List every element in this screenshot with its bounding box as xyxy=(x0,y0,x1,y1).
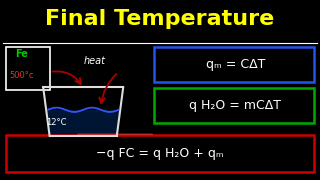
Text: 500°c: 500°c xyxy=(10,71,34,80)
Bar xyxy=(77,134,152,140)
Text: 12°C: 12°C xyxy=(46,118,66,127)
Bar xyxy=(154,47,314,82)
Text: q H₂O = mCΔT: q H₂O = mCΔT xyxy=(189,99,281,112)
Text: heat: heat xyxy=(84,56,105,66)
Text: Final Temperature: Final Temperature xyxy=(45,9,275,29)
Bar xyxy=(6,47,50,90)
Text: Fe: Fe xyxy=(15,49,28,59)
Bar xyxy=(154,88,314,123)
Text: −q FC = q H₂O + qₘ: −q FC = q H₂O + qₘ xyxy=(96,147,224,160)
Bar xyxy=(6,135,314,172)
Text: qₘ = CΔT: qₘ = CΔT xyxy=(205,58,265,71)
Polygon shape xyxy=(46,110,120,136)
